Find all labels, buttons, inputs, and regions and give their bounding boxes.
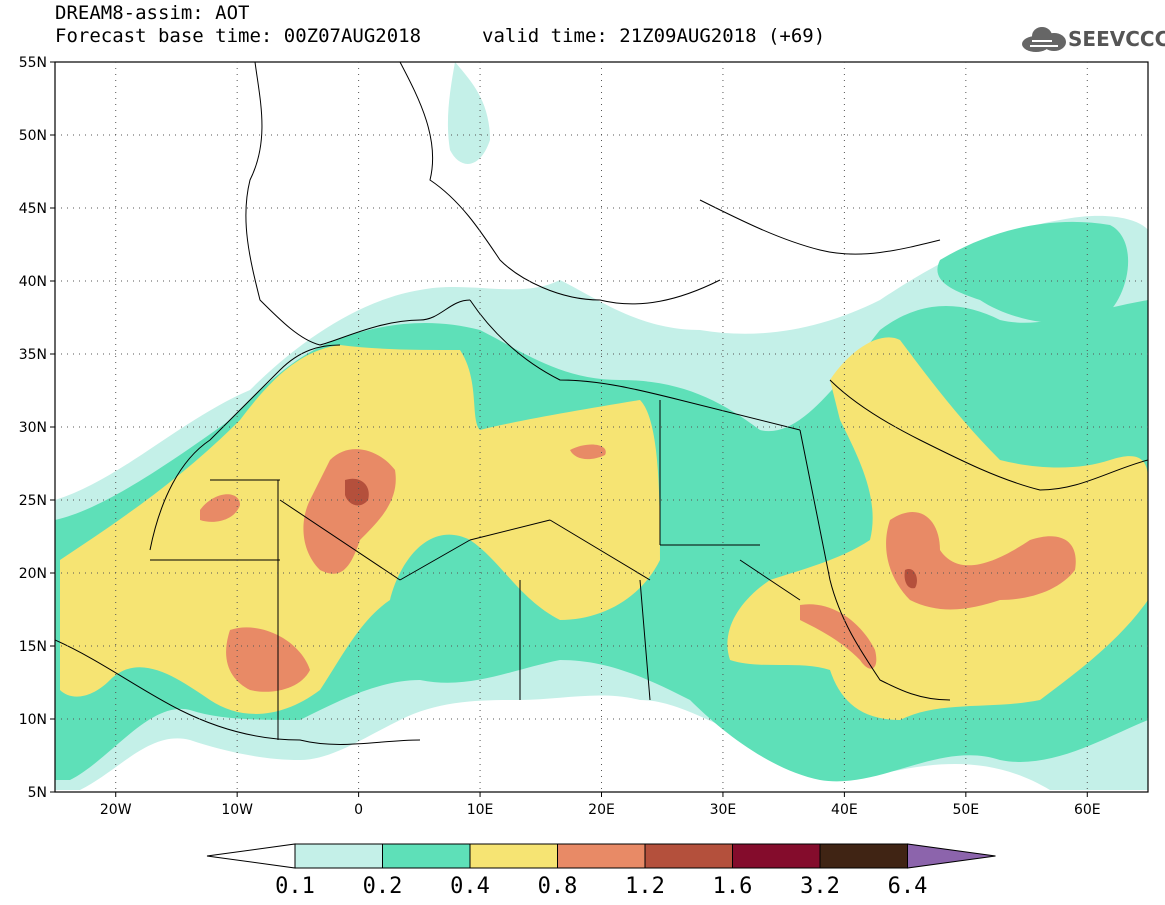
- lat-label: 30N: [19, 420, 47, 436]
- aot-contour-0.8-redsea: [800, 604, 877, 669]
- aot-contour-1.2-algeria: [345, 478, 369, 506]
- lon-label: 0: [354, 802, 363, 818]
- cloud-logo-icon: [1022, 27, 1066, 52]
- colorbar-label: 0.1: [275, 874, 315, 899]
- colorbar-under-arrow: [206, 843, 296, 869]
- lat-label: 55N: [19, 55, 47, 71]
- lat-label: 20N: [19, 566, 47, 582]
- lat-label: 5N: [28, 785, 47, 801]
- colorbar-segment: [557, 843, 646, 869]
- lat-label: 35N: [19, 347, 47, 363]
- colorbar-segment: [294, 843, 383, 869]
- aot-contour-0.8-mali: [226, 627, 310, 692]
- colorbar-segment: [732, 843, 821, 869]
- aot-contour-1.2-arabia: [904, 569, 917, 589]
- colorbar-label: 1.2: [625, 874, 665, 899]
- latitude-labels: 55N 50N 45N 40N 35N 30N 25N 20N 15N 10N 5N: [19, 55, 55, 801]
- lon-label: 60E: [1074, 802, 1101, 818]
- aot-contour-0.1-north: [447, 62, 490, 164]
- colorbar-label: 3.2: [800, 874, 840, 899]
- colorbar-label: 0.2: [363, 874, 403, 899]
- lon-label: 40E: [831, 802, 858, 818]
- lon-label: 20E: [588, 802, 615, 818]
- coastlines: [55, 62, 1148, 745]
- aot-shading: [55, 62, 1148, 792]
- logo-text: SEEVCCC: [1068, 27, 1165, 51]
- colorbar-label: 6.4: [888, 874, 928, 899]
- forecast-base-time: Forecast base time: 00Z07AUG2018: [55, 25, 422, 47]
- lon-label: 10E: [467, 802, 494, 818]
- graticule: [55, 62, 1148, 792]
- aot-contour-0.8-sahara: [303, 449, 396, 574]
- lat-label: 40N: [19, 274, 47, 290]
- map-title: DREAM8-assim: AOT: [55, 2, 250, 24]
- colorbar-over-arrow: [907, 843, 996, 869]
- colorbar-label: 1.6: [713, 874, 753, 899]
- lat-label: 10N: [19, 712, 47, 728]
- longitude-labels: 20W 10W 0 10E 20E 30E 40E 50E 60E: [100, 792, 1101, 818]
- colorbar-segment: [382, 843, 471, 869]
- lat-label: 25N: [19, 493, 47, 509]
- lon-label: 10W: [221, 802, 253, 818]
- aot-contour-0.8-mauritania: [200, 494, 240, 522]
- colorbar: 0.1 0.2 0.4 0.8 1.2 1.6 3.2 6.4: [206, 843, 996, 899]
- colorbar-segment: [469, 843, 558, 869]
- aot-contour-0.8-arabia: [886, 511, 1076, 610]
- lat-label: 45N: [19, 201, 47, 217]
- aot-contour-0.8-libya: [570, 444, 606, 460]
- colorbar-segment: [644, 843, 733, 869]
- lon-label: 20W: [100, 802, 132, 818]
- colorbar-label: 0.4: [450, 874, 490, 899]
- colorbar-label: 0.8: [538, 874, 578, 899]
- valid-time: valid time: 21Z09AUG2018 (+69): [482, 25, 826, 47]
- colorbar-segment: [819, 843, 908, 869]
- lon-label: 50E: [952, 802, 979, 818]
- lon-label: 30E: [710, 802, 737, 818]
- aot-contour-0.2-caspian: [937, 221, 1129, 324]
- lat-label: 50N: [19, 128, 47, 144]
- lat-label: 15N: [19, 639, 47, 655]
